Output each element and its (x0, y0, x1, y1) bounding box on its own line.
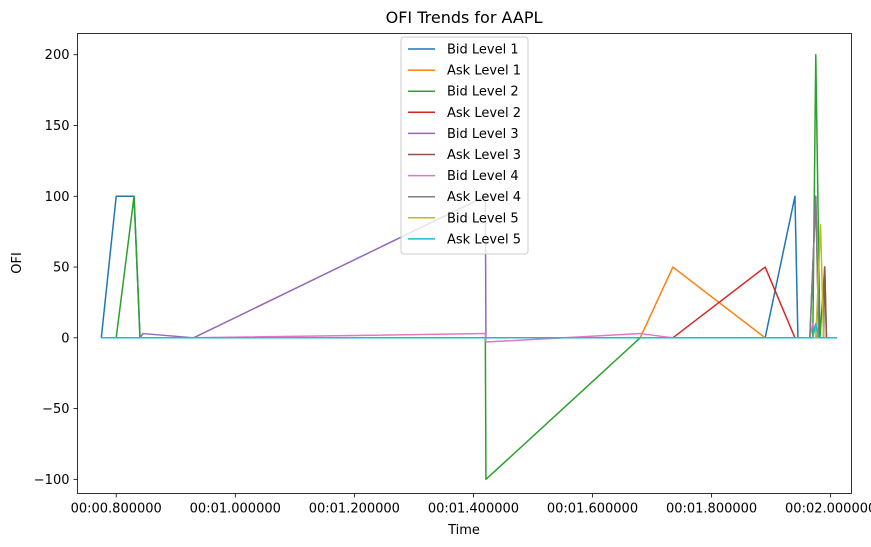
series-line-4 (101, 266, 837, 339)
plot-lines (100, 53, 837, 481)
series-line-6 (101, 266, 837, 339)
legend-label: Bid Level 5 (447, 211, 519, 226)
y-tick-label: 50 (53, 261, 70, 276)
legend-label: Ask Level 5 (447, 232, 521, 247)
y-tick-label: 150 (45, 119, 70, 134)
y-tick-label: −100 (34, 473, 70, 488)
legend-label: Ask Level 2 (447, 106, 521, 121)
series-line-2 (101, 266, 837, 339)
legend-label: Bid Level 4 (447, 169, 519, 184)
x-tick-label: 00:00.800000 (71, 502, 162, 517)
chart-title: OFI Trends for AAPL (386, 8, 543, 27)
x-axis: 00:00.800000 00:01.000000 00:01.200000 00:0… (71, 493, 871, 517)
y-tick-label: 100 (45, 190, 70, 205)
series-line-10 (101, 322, 837, 339)
y-tick-label: 0 (61, 331, 69, 346)
legend-label: Ask Level 3 (447, 148, 521, 163)
x-tick-label: 00:01.000000 (190, 502, 281, 517)
y-tick-label: −50 (42, 402, 69, 417)
x-tick-label: 00:02.000000 (785, 502, 871, 517)
x-tick-label: 00:01.800000 (666, 502, 757, 517)
y-axis: −100 −50 0 50 100 150 200 (34, 48, 78, 488)
plot-frame (77, 33, 852, 494)
y-tick-label: 200 (45, 48, 70, 63)
legend-label: Ask Level 4 (447, 190, 521, 205)
x-tick-label: 00:01.200000 (309, 502, 400, 517)
x-tick-label: 00:01.400000 (428, 502, 519, 517)
series-line-7 (101, 322, 837, 343)
legend-label: Bid Level 2 (447, 85, 519, 100)
x-axis-label: Time (447, 523, 480, 538)
x-tick-label: 00:01.600000 (547, 502, 638, 517)
y-axis-label: OFI (10, 252, 25, 274)
legend-label: Bid Level 3 (447, 127, 519, 142)
legend-label: Bid Level 1 (447, 43, 519, 58)
legend-label: Ask Level 1 (447, 64, 521, 79)
legend: Bid Level 1 Ask Level 1 Bid Level 2 Ask Lev… (400, 36, 529, 255)
